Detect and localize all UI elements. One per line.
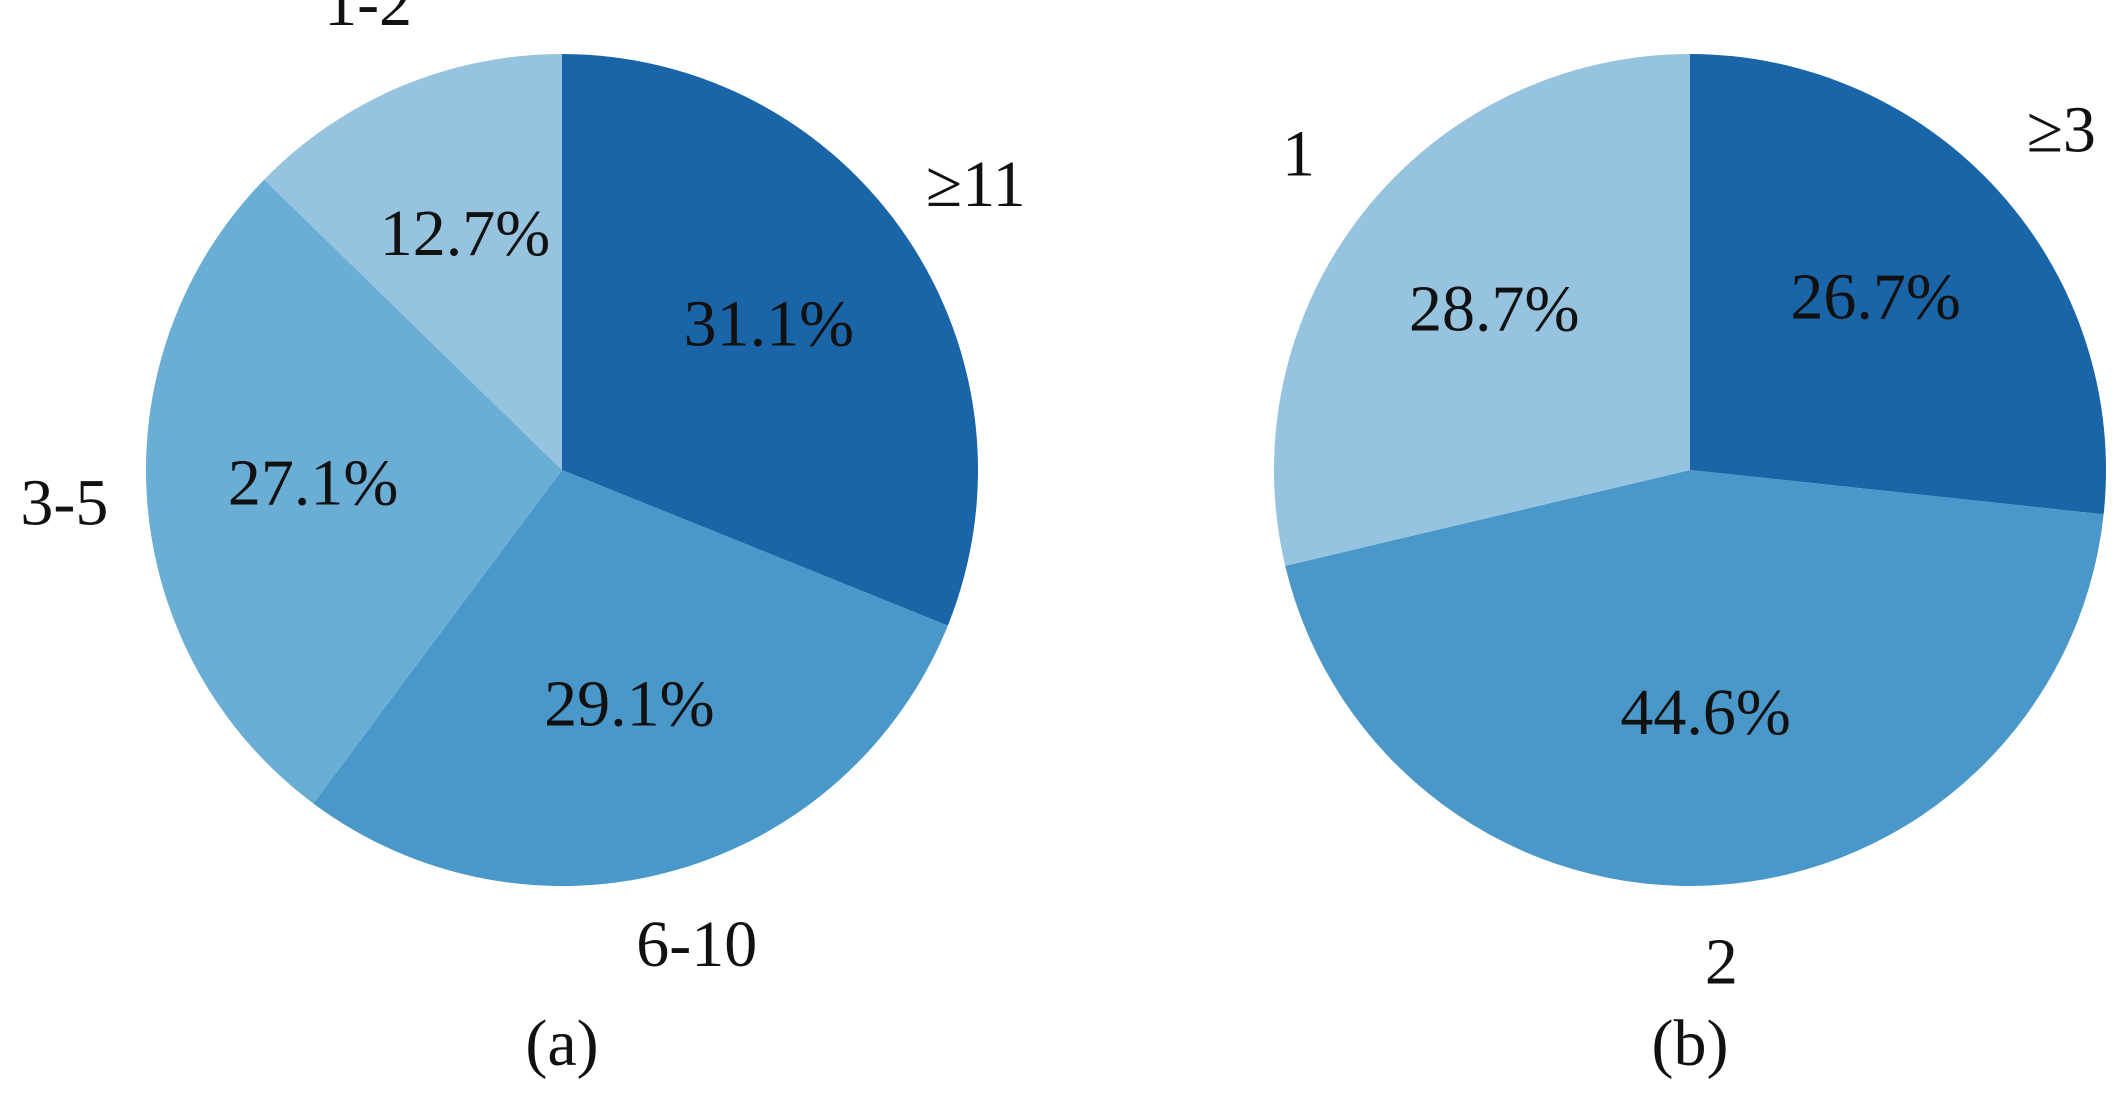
value-label: 28.7% <box>1409 272 1579 345</box>
pie-slice <box>145 179 563 804</box>
value-label: 12.7% <box>380 197 550 270</box>
category-label: ≥3 <box>2027 93 2096 166</box>
pie-slice <box>313 470 948 887</box>
value-label: 31.1% <box>684 287 854 360</box>
category-label: 3-5 <box>20 466 108 539</box>
category-label: 2 <box>1705 925 1738 998</box>
pie-slice <box>1285 470 2104 886</box>
pie-slice <box>562 54 978 626</box>
category-label: ≥11 <box>926 148 1026 221</box>
value-label: 27.1% <box>228 447 398 520</box>
pie-slice <box>1274 54 1690 566</box>
chart-title: (b) <box>1652 1007 1729 1080</box>
chart-title: (a) <box>525 1007 598 1080</box>
category-label: 1 <box>1282 117 1315 190</box>
pie-slice <box>1690 54 2106 515</box>
value-label: 29.1% <box>544 667 714 740</box>
value-label: 26.7% <box>1790 260 1960 333</box>
category-label: 6-10 <box>636 908 757 981</box>
value-label: 44.6% <box>1620 676 1790 749</box>
pie-slice <box>264 54 562 470</box>
category-label: 1-2 <box>324 0 412 40</box>
